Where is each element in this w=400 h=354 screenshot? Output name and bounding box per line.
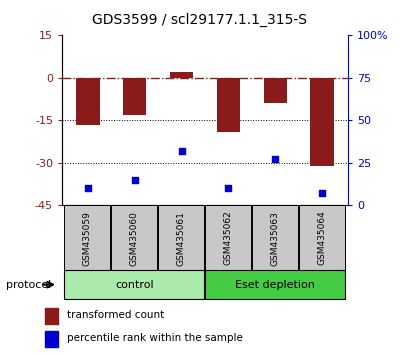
Text: GSM435063: GSM435063 [270, 211, 279, 266]
Point [225, 185, 232, 191]
Bar [252, 205, 298, 271]
Point [84, 185, 91, 191]
Bar [45, 308, 58, 324]
Text: protocol: protocol [6, 280, 51, 290]
Point [132, 177, 138, 183]
Point [178, 148, 185, 154]
Bar [299, 205, 345, 271]
Bar [111, 205, 157, 271]
Text: percentile rank within the sample: percentile rank within the sample [67, 333, 243, 343]
Text: Eset depletion: Eset depletion [235, 280, 315, 290]
Text: transformed count: transformed count [67, 310, 164, 320]
Bar [170, 72, 193, 78]
Text: GSM435062: GSM435062 [224, 211, 232, 266]
Point [319, 190, 326, 196]
Text: GSM435064: GSM435064 [317, 211, 326, 266]
Bar [76, 78, 100, 125]
Bar [217, 78, 240, 132]
Text: GSM435060: GSM435060 [130, 211, 139, 266]
Bar [205, 205, 251, 271]
Bar [158, 205, 204, 271]
Bar [205, 270, 345, 299]
Bar [310, 78, 334, 166]
Text: GDS3599 / scl29177.1.1_315-S: GDS3599 / scl29177.1.1_315-S [92, 12, 308, 27]
Bar [64, 205, 110, 271]
Bar [264, 78, 287, 103]
Bar [123, 78, 146, 115]
Bar [45, 331, 58, 347]
Text: control: control [115, 280, 154, 290]
Text: GSM435061: GSM435061 [176, 211, 186, 266]
Text: GSM435059: GSM435059 [83, 211, 92, 266]
Bar [64, 270, 204, 299]
Point [272, 156, 278, 162]
